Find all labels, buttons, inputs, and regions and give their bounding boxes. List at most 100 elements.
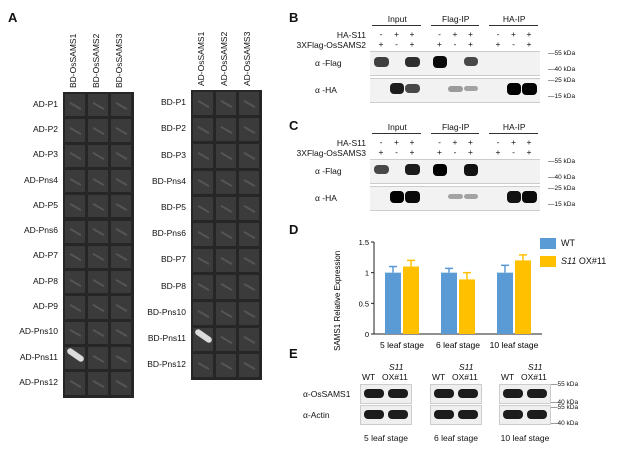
blot-strip bbox=[499, 405, 551, 425]
lane-sign: + bbox=[409, 39, 415, 49]
faint-streak bbox=[220, 178, 233, 187]
plate-spot bbox=[216, 249, 236, 273]
lane-sign: + bbox=[452, 29, 458, 39]
plate-spot bbox=[111, 321, 131, 344]
blot-strip bbox=[430, 384, 482, 404]
plate-spot bbox=[88, 94, 108, 117]
row-label: BD-Pns12 bbox=[147, 359, 186, 370]
chart-bars bbox=[385, 254, 531, 334]
chart-y-axis-label: OsSAMS1 Relative Expression bbox=[333, 251, 342, 351]
plate-spot bbox=[88, 169, 108, 193]
blot-strip bbox=[370, 186, 540, 211]
faint-streak bbox=[92, 177, 105, 186]
plate-spot bbox=[216, 354, 236, 378]
blot-band bbox=[374, 57, 389, 67]
faint-streak bbox=[243, 361, 256, 371]
bar-ox-2 bbox=[515, 260, 531, 334]
row-label: BD-Pns10 bbox=[147, 306, 186, 317]
row-label: AD-P3 bbox=[32, 149, 58, 160]
plate-spot bbox=[193, 170, 213, 194]
plate-spot bbox=[193, 223, 213, 247]
lane-sign: - bbox=[395, 39, 398, 49]
row-label: AD-P1 bbox=[32, 98, 58, 109]
faint-streak bbox=[69, 126, 82, 136]
plate-spot bbox=[65, 169, 85, 193]
plate2-yeast-plate bbox=[191, 90, 262, 380]
blot-band bbox=[463, 85, 478, 92]
faint-streak bbox=[220, 230, 233, 240]
faint-streak bbox=[115, 379, 128, 389]
row-label: AD-Pns4 bbox=[23, 174, 58, 185]
lane-sign: + bbox=[409, 29, 415, 39]
lane-sign: + bbox=[394, 137, 399, 147]
blot-band bbox=[432, 164, 447, 176]
lane-group-label: HA-IP bbox=[502, 14, 526, 24]
plate-spot bbox=[88, 372, 108, 395]
genotype-ox-label-top: S11 bbox=[389, 362, 404, 372]
blot-band bbox=[374, 165, 389, 175]
faint-streak bbox=[243, 230, 256, 240]
lane-group-line bbox=[430, 25, 479, 26]
bar-ox-1 bbox=[459, 279, 475, 334]
faint-streak bbox=[243, 99, 256, 109]
blot-band bbox=[389, 83, 404, 95]
blot-band bbox=[405, 191, 420, 203]
plate-spot bbox=[239, 249, 259, 273]
row-label: AD-P5 bbox=[32, 199, 58, 210]
plate-spot bbox=[216, 301, 236, 325]
row-label: BD-Pns11 bbox=[147, 332, 186, 343]
faint-streak bbox=[243, 283, 256, 292]
lane-group-label: Input bbox=[387, 122, 407, 132]
faint-streak bbox=[92, 228, 105, 237]
lane-sign: + bbox=[394, 29, 399, 39]
genotype-ox-label-bottom: OX#11 bbox=[382, 372, 408, 382]
kda-marker: —55 kDa bbox=[548, 50, 576, 57]
plate-spot bbox=[88, 296, 108, 319]
blot-band bbox=[522, 83, 537, 95]
lane-sign: + bbox=[409, 147, 415, 157]
ossams1-band bbox=[364, 389, 384, 398]
lane-sign: - bbox=[453, 39, 457, 49]
blot-strip bbox=[499, 384, 551, 404]
row-label: BD-Pns6 bbox=[151, 228, 186, 239]
row-label: AD-P9 bbox=[32, 301, 58, 312]
stage-label: 5 leaf stage bbox=[364, 433, 408, 443]
plate-spot bbox=[216, 170, 236, 194]
kda-marker: —25 kDa bbox=[548, 185, 576, 192]
faint-streak bbox=[115, 253, 128, 262]
lane-sign: + bbox=[437, 147, 442, 157]
y-tick-label: 1.5 bbox=[359, 238, 369, 247]
faint-streak bbox=[92, 101, 105, 110]
actin-band bbox=[503, 410, 523, 419]
blot-band bbox=[463, 57, 478, 67]
plate-spot bbox=[239, 196, 259, 220]
faint-streak bbox=[243, 178, 256, 187]
expression-bar-chart: OsSAMS1 Relative Expression 0 0.5 1 1.5 5 l… bbox=[333, 238, 542, 351]
treatment-label: HA-S11 bbox=[336, 138, 366, 148]
faint-streak bbox=[243, 257, 256, 266]
ossams1-band bbox=[388, 389, 408, 398]
plate-spot bbox=[193, 118, 213, 142]
plate-spot bbox=[111, 245, 131, 269]
plate-spot bbox=[216, 144, 236, 168]
plate-spot bbox=[65, 321, 85, 344]
blot-strip bbox=[360, 384, 412, 404]
plate1-yeast-plate bbox=[63, 92, 134, 398]
faint-streak bbox=[243, 309, 256, 318]
row-label: AD-P7 bbox=[32, 250, 58, 261]
plate-spot bbox=[239, 92, 259, 116]
faint-streak bbox=[220, 335, 233, 345]
plate-spot bbox=[111, 144, 131, 167]
row-label: BD-P1 bbox=[160, 97, 186, 108]
plate-spot bbox=[193, 301, 213, 325]
faint-streak bbox=[220, 257, 233, 266]
faint-streak bbox=[197, 178, 210, 187]
plate-spot bbox=[65, 271, 85, 294]
ossams1-band bbox=[458, 389, 478, 398]
lane-sign: + bbox=[495, 147, 501, 157]
faint-streak bbox=[92, 278, 105, 287]
genotype-wt-label: WT bbox=[432, 372, 446, 382]
kda-marker: —55 kDa bbox=[551, 404, 579, 411]
faint-streak bbox=[115, 329, 128, 338]
faint-streak bbox=[92, 329, 105, 338]
